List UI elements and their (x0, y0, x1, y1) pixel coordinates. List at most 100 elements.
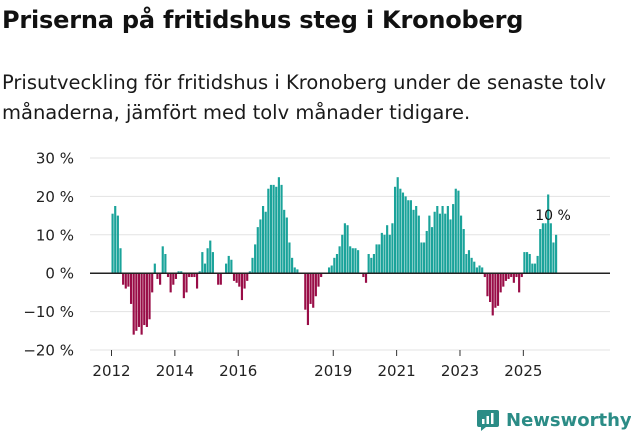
bar (441, 206, 444, 274)
newsworthy-logo-icon (477, 410, 499, 431)
bar (275, 186, 278, 274)
bar (425, 230, 428, 274)
brand-logo: Newsworthy (476, 408, 631, 432)
y-tick-label: 30 % (36, 150, 74, 168)
bar (124, 273, 127, 289)
bar (137, 273, 141, 327)
annotations: 10 % (535, 208, 571, 224)
bar (489, 273, 492, 302)
bar (386, 225, 389, 274)
bar (227, 255, 230, 274)
bar (343, 223, 346, 274)
bar (251, 257, 254, 274)
bar (354, 248, 357, 274)
bar (272, 184, 275, 274)
bar (230, 259, 233, 274)
bar (525, 252, 529, 274)
bar (515, 273, 518, 278)
bar (338, 246, 341, 274)
bar (523, 252, 526, 274)
chart-title: Priserna på fritidshus steg i Kronoberg (2, 6, 524, 34)
bar (188, 273, 191, 278)
bar (291, 257, 294, 274)
bar (211, 252, 214, 274)
bar (507, 273, 510, 279)
bar (465, 254, 468, 274)
bar (388, 234, 391, 274)
bar (547, 194, 550, 274)
bar (172, 273, 175, 285)
bar (409, 200, 412, 274)
bar (203, 263, 207, 274)
bar (174, 273, 178, 279)
bar (264, 211, 267, 274)
bar (496, 273, 500, 306)
bar (444, 213, 447, 274)
bar (481, 267, 484, 274)
bar (135, 273, 138, 331)
bar (225, 263, 228, 274)
x-axis: 2012 2014 2016 2019 2021 2023 2025 (92, 350, 542, 380)
bar (156, 273, 159, 279)
bar (357, 250, 360, 274)
bar (401, 192, 405, 274)
bar (217, 273, 220, 285)
bar (420, 242, 423, 274)
bar (467, 250, 471, 274)
bar (219, 273, 222, 285)
bar (283, 209, 286, 274)
bar (504, 273, 508, 281)
bar (190, 273, 193, 278)
x-tick-label: 2021 (378, 362, 416, 380)
bar (119, 248, 122, 274)
bar (483, 273, 486, 278)
bar (364, 273, 368, 283)
bar (346, 225, 349, 274)
bar (140, 273, 143, 335)
bar (512, 273, 515, 283)
bar (393, 186, 397, 274)
bar (470, 257, 473, 274)
bar (238, 273, 241, 287)
bar (544, 223, 547, 274)
bar (518, 273, 521, 293)
x-tick-label: 2012 (92, 362, 130, 380)
brand-name: Newsworthy (506, 409, 631, 431)
bar (536, 255, 539, 274)
bar (111, 213, 114, 274)
bar (549, 223, 552, 274)
bar (235, 273, 238, 283)
bar (320, 273, 323, 278)
bar (296, 269, 299, 274)
grid-lines (90, 157, 610, 351)
x-tick-label: 2016 (219, 362, 257, 380)
bar (533, 263, 537, 274)
bar (478, 265, 481, 274)
bar (177, 271, 180, 274)
bar (280, 184, 283, 274)
y-tick-label: −10 % (23, 303, 74, 321)
bar (428, 215, 431, 274)
bar (433, 211, 436, 274)
x-tick-label: 2025 (504, 362, 542, 380)
bar (195, 273, 199, 289)
bar (436, 206, 439, 274)
bar (143, 273, 146, 326)
bar (407, 200, 410, 274)
bar (182, 273, 185, 299)
bar (552, 242, 555, 274)
y-axis-labels: −20 % −10 % 0 % 10 % 20 % 30 % (23, 150, 74, 360)
bar (555, 234, 558, 274)
x-tick-label: 2019 (314, 362, 352, 380)
bar (254, 244, 257, 274)
bar (304, 273, 307, 310)
bar (267, 188, 270, 274)
bar (531, 263, 534, 274)
bar (370, 257, 373, 274)
bar (132, 273, 135, 335)
chart-subtitle: Prisutveckling för fritidshus i Kronober… (2, 71, 607, 124)
bar (457, 190, 460, 274)
bar (232, 273, 236, 281)
bar (206, 248, 209, 274)
